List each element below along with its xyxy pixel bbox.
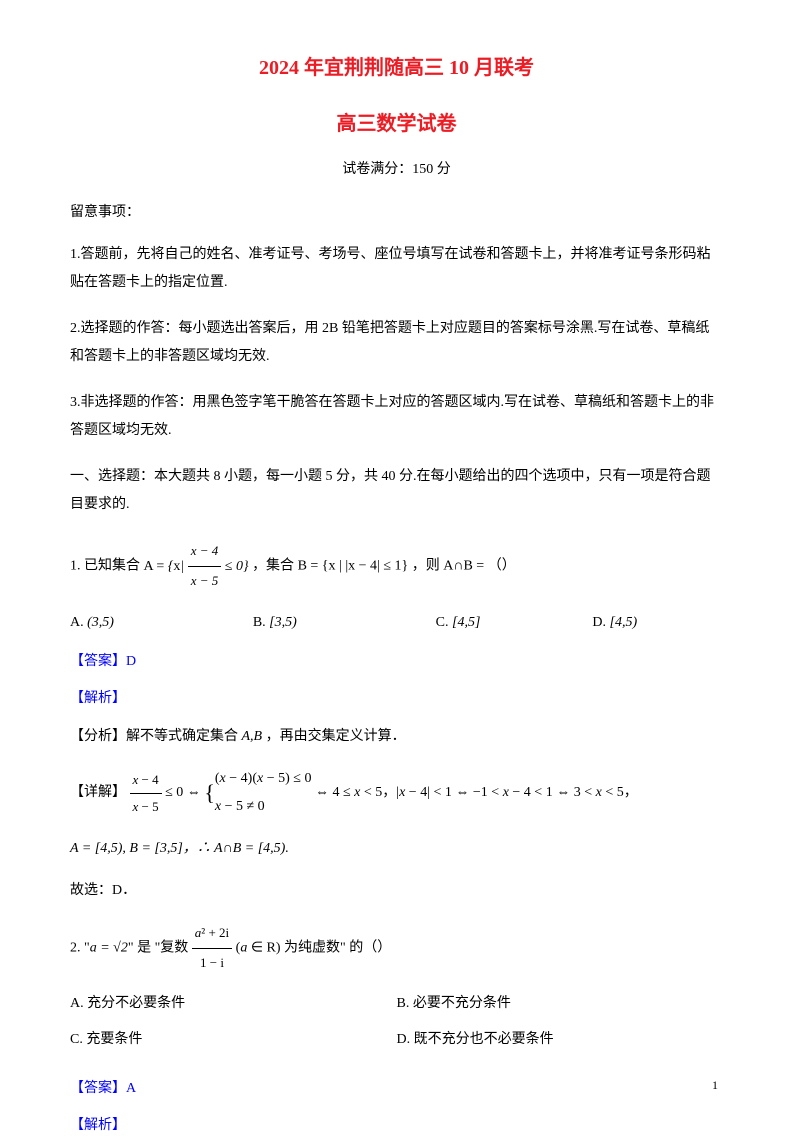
question-1: 1. 已知集合 A = {x| x − 4x − 5 ≤ 0} ，集合 B = … [70,537,723,595]
q1-end: （） [488,559,516,574]
instruction-1: 1.答题前，先将自己的姓名、准考证号、考场号、座位号填写在试卷和答题卡上，并将准… [70,241,723,297]
q2-answer: 【答案】A [70,1076,723,1101]
instruction-label: 留意事项： [70,200,723,225]
q2-option-d: D. 既不充分也不必要条件 [397,1027,724,1052]
q1-mid1: ，集合 [252,559,298,574]
q1-option-d: D. [4,5) [592,610,723,635]
q2-analysis-label: 【解析】 [70,1113,723,1138]
section-1-label: 一、选择题：本大题共 8 小题，每一小题 5 分，共 40 分.在每小题给出的四… [70,463,723,519]
q1-options: A. (3,5) B. [3,5) C. [4,5] D. [4,5) [70,610,723,635]
q1-setA-math: A = {x| x − 4x − 5 ≤ 0} [144,559,253,574]
q1-intersect: A∩B = [443,559,487,574]
q1-detail: 【详解】 x − 4x − 5 ≤ 0 ⇔ {(x − 4)(x − 5) ≤ … [70,765,723,821]
q1-conclusion: 故选：D． [70,877,723,905]
q1-prefix: 1. 已知集合 [70,559,144,574]
q1-option-c: C. [4,5] [436,610,593,635]
q1-answer: 【答案】D [70,649,723,674]
title-main: 2024 年宜荆荆随高三 10 月联考 [70,50,723,86]
q1-analysis-label: 【解析】 [70,686,723,711]
question-2: 2. "a = √2" 是 "复数 a² + 2i1 − i (a ∈ R) 为… [70,919,723,977]
score-line: 试卷满分：150 分 [70,157,723,182]
q1-mid2: ，则 [412,559,444,574]
q1-option-a: A. (3,5) [70,610,253,635]
title-sub: 高三数学试卷 [70,106,723,142]
q2-option-b: B. 必要不充分条件 [397,991,724,1016]
instruction-2: 2.选择题的作答：每小题选出答案后，用 2B 铅笔把答题卡上对应题目的答案标号涂… [70,315,723,371]
q2-option-a: A. 充分不必要条件 [70,991,397,1016]
q2-options: A. 充分不必要条件 B. 必要不充分条件 C. 充要条件 D. 既不充分也不必… [70,991,723,1061]
q1-result: A = [4,5), B = [3,5]，∴ A∩B = [4,5). [70,835,723,863]
instruction-3: 3.非选择题的作答：用黑色签字笔干脆答在答题卡上对应的答题区域内.写在试卷、草稿… [70,389,723,445]
q1-option-b: B. [3,5) [253,610,436,635]
page-number: 1 [712,1075,718,1097]
q1-setB-math: B = {x | |x − 4| ≤ 1} [298,559,409,574]
q2-option-c: C. 充要条件 [70,1027,397,1052]
q1-fenxi: 【分析】解不等式确定集合 A,B ，再由交集定义计算． [70,723,723,751]
